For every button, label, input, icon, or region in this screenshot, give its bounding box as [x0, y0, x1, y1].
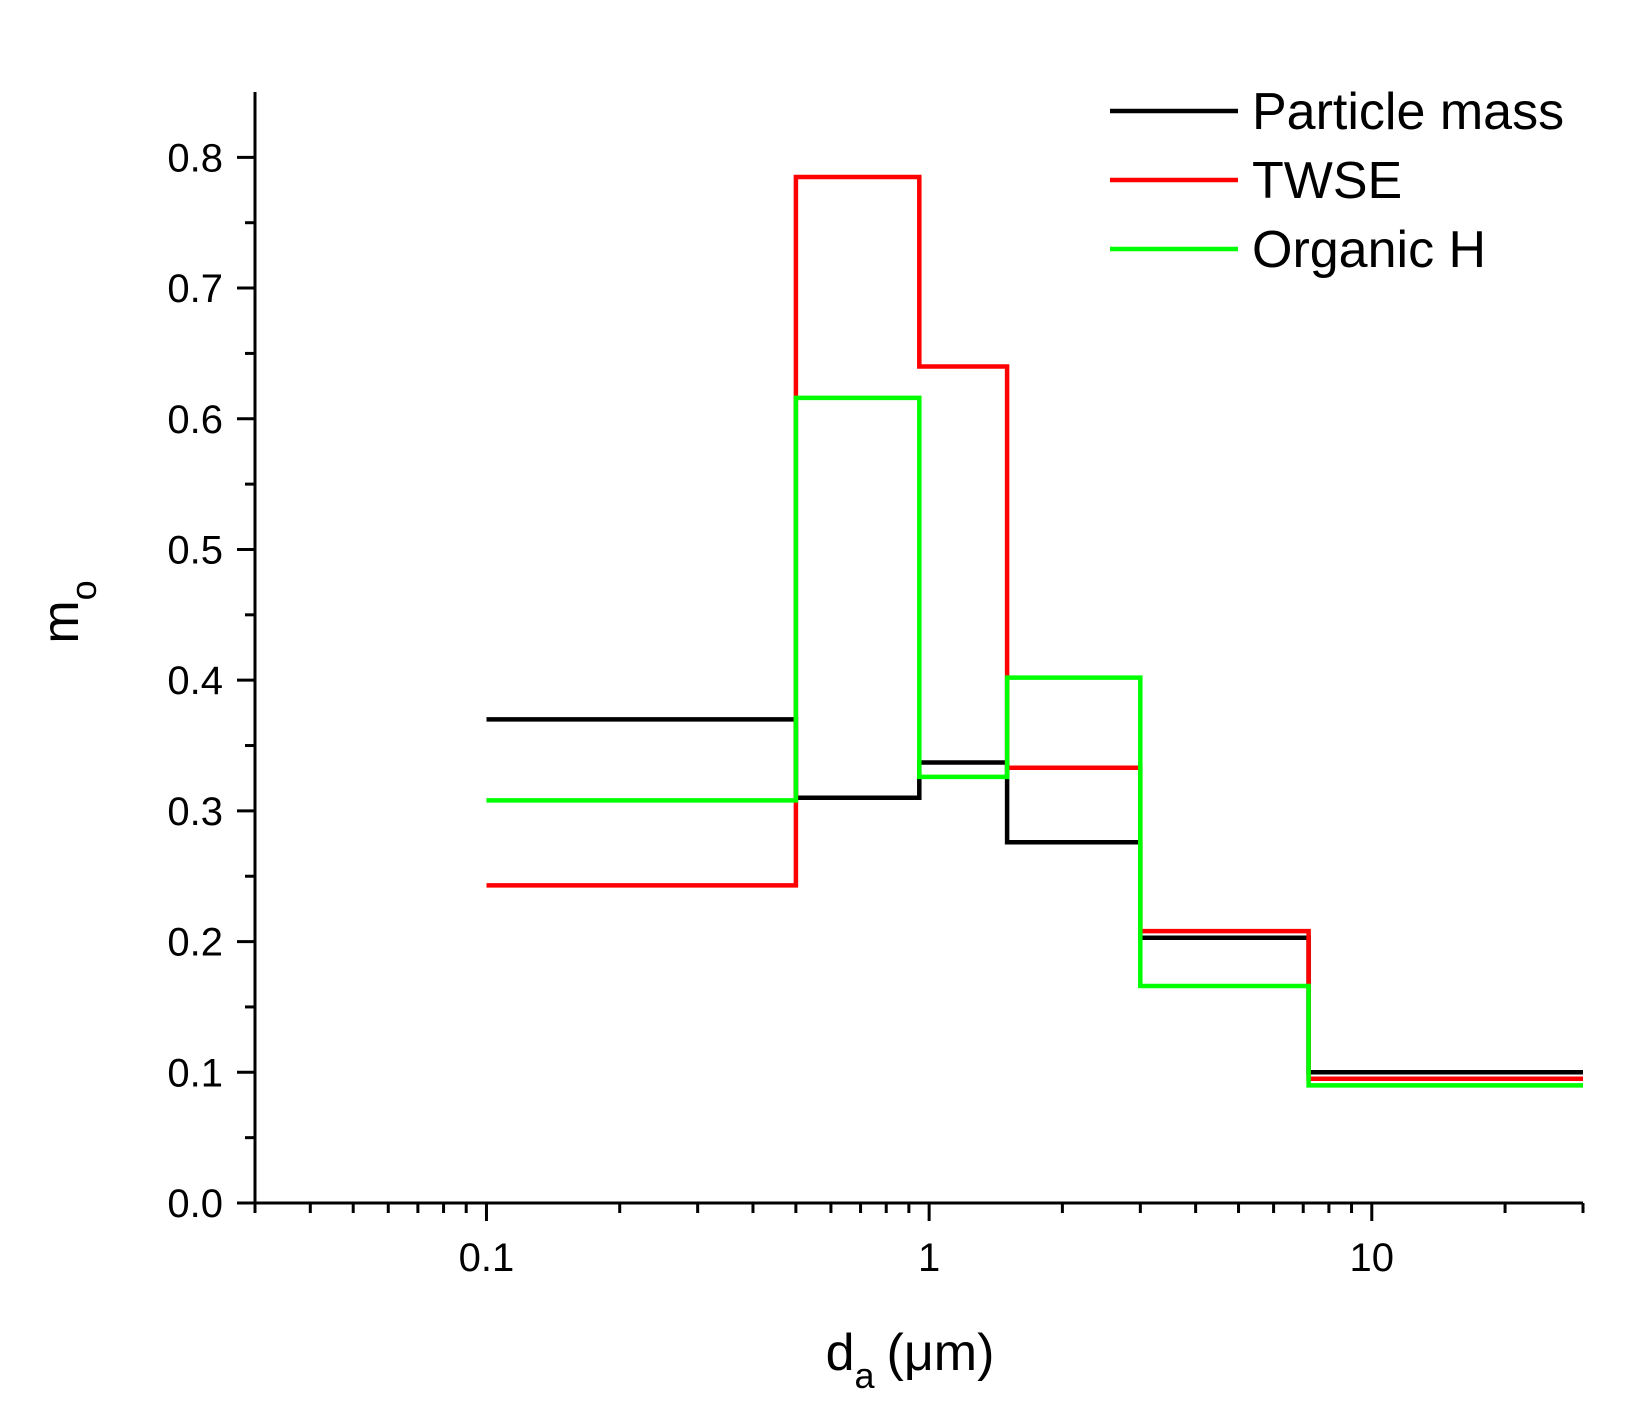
y-tick-label: 0.8: [167, 136, 223, 180]
series-organic-h-line: [486, 395, 1583, 1088]
x-axis-title: da (μm): [826, 1324, 995, 1396]
x-axis-title-sub: a: [854, 1355, 875, 1396]
axes: 0.0 0.1 0.2 0.3 0.4 0.5 0.6 0.7 0.8 0.1 1 10: [167, 92, 1585, 1280]
y-tick-label: 0.1: [167, 1051, 223, 1095]
y-tick-label: 0.6: [167, 398, 223, 442]
y-tick-label: 0.7: [167, 267, 223, 311]
y-tick-label: 0.5: [167, 528, 223, 572]
y-tick-label: 0.4: [167, 659, 223, 703]
x-axis-title-suffix: (μm): [887, 1324, 995, 1382]
x-tick-label: 10: [1350, 1236, 1395, 1280]
x-axis-title-main: d: [826, 1324, 855, 1382]
y-tick-label: 0.2: [167, 921, 223, 965]
legend: Particle mass TWSE Organic H: [1110, 83, 1564, 279]
y-axis-title-sub: o: [63, 580, 104, 600]
y-axis-title: mo: [32, 580, 104, 643]
series-twse-line: [486, 174, 1583, 1082]
plot-series: [486, 174, 1583, 1088]
y-axis-title-main: m: [32, 600, 90, 643]
series-particle-mass-line: [486, 717, 1583, 1075]
x-tick-label: 1: [918, 1236, 940, 1280]
y-tick-label: 0.0: [167, 1182, 223, 1226]
legend-label: Particle mass: [1252, 83, 1564, 141]
legend-label: TWSE: [1252, 152, 1402, 210]
legend-label: Organic H: [1252, 221, 1486, 279]
y-tick-label: 0.3: [167, 790, 223, 834]
x-tick-label: 0.1: [459, 1236, 515, 1280]
